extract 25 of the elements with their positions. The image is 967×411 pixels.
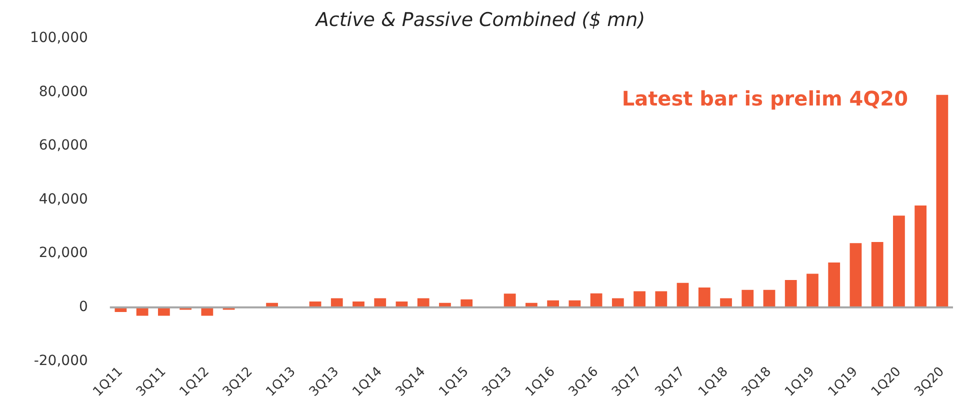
- bar: [504, 294, 516, 308]
- y-tick-label: 60,000: [38, 138, 88, 154]
- y-tick-label: 40,000: [38, 191, 88, 208]
- y-tick-label: 80,000: [38, 84, 88, 100]
- bar: [936, 94, 948, 308]
- bar: [806, 274, 818, 308]
- y-tick-label: 0: [78, 299, 88, 316]
- bar: [590, 293, 602, 308]
- chart-title: Active & Passive Combined ($ mn): [314, 8, 646, 31]
- y-tick-label: -20,000: [34, 352, 88, 369]
- bar: [871, 242, 884, 308]
- bar: [655, 291, 668, 308]
- bar: [828, 262, 840, 308]
- annotation: Latest bar is prelim 4Q20: [622, 86, 908, 111]
- bar: [850, 243, 862, 308]
- bar: [742, 290, 754, 308]
- y-tick-label: 20,000: [38, 245, 88, 262]
- bar: [676, 282, 689, 308]
- bar: [914, 205, 927, 308]
- bar: [784, 280, 797, 308]
- y-tick-label: 100,000: [30, 30, 88, 46]
- bar: [698, 287, 710, 308]
- bar: [893, 216, 905, 308]
- bar: [634, 291, 646, 308]
- bar: [763, 290, 776, 308]
